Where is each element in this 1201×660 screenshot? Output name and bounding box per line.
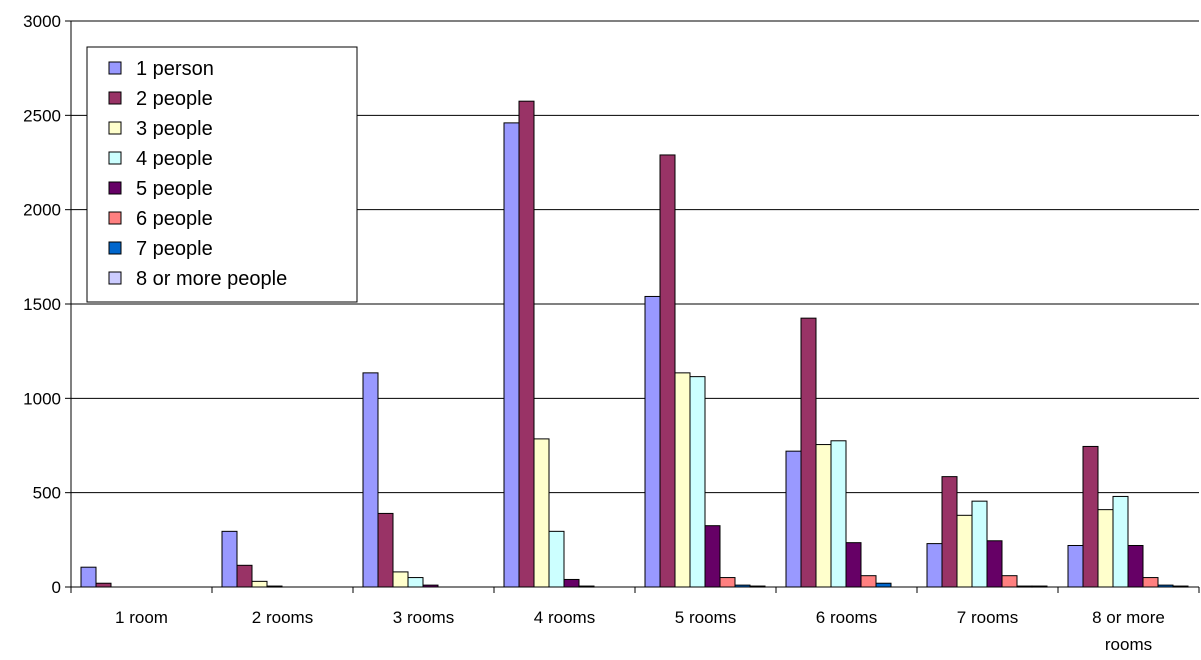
legend-label: 1 person — [136, 58, 214, 80]
legend-swatch — [108, 61, 122, 75]
bar-4-6 — [830, 440, 847, 588]
bar-4-4 — [548, 530, 565, 588]
legend: 1 person 2 people 3 people 4 people 5 people… — [86, 46, 358, 303]
axes — [65, 20, 1200, 593]
y-tick-label: 1000 — [23, 389, 61, 408]
x-tick-label: 2 rooms — [252, 608, 313, 627]
bar-6-6 — [860, 575, 877, 588]
bar-4-7 — [971, 500, 988, 588]
legend-swatch — [108, 121, 122, 135]
bar-7-6 — [875, 582, 892, 588]
bar-1-5 — [644, 295, 661, 588]
legend-swatch — [108, 181, 122, 195]
x-tick-label: 6 rooms — [816, 608, 877, 627]
bar-1-3 — [362, 372, 379, 588]
x-tick-labels: 1 room 2 rooms 3 rooms 4 rooms 5 rooms 6 room… — [115, 608, 1165, 654]
bar-2-4 — [518, 100, 535, 588]
bar-3-8 — [1097, 509, 1114, 588]
bar-5-6 — [845, 542, 862, 588]
bar-4-8 — [1112, 495, 1129, 588]
bar-1-7 — [926, 543, 943, 588]
x-tick-label: 8 or more — [1092, 608, 1165, 627]
y-tick-label: 0 — [52, 578, 61, 597]
y-tick-labels: 0 500 1000 1500 2000 2500 3000 — [23, 12, 61, 597]
legend-label: 8 or more people — [136, 268, 287, 290]
y-tick-label: 3000 — [23, 12, 61, 31]
bar-2-7 — [941, 476, 958, 588]
bar-3-3 — [392, 571, 409, 588]
legend-box — [86, 46, 358, 303]
legend-label: 2 people — [136, 88, 213, 110]
bar-5-8 — [1127, 544, 1144, 588]
bar-2-3 — [377, 512, 394, 588]
x-tick-label: 3 rooms — [393, 608, 454, 627]
legend-swatch — [108, 271, 122, 285]
bar-6-7 — [1001, 575, 1018, 588]
bar-1-4 — [503, 122, 520, 588]
legend-swatch — [108, 241, 122, 255]
bar-3-7 — [956, 514, 973, 588]
bar-2-6 — [800, 317, 817, 588]
bar-1-2 — [221, 530, 238, 588]
legend-swatch — [108, 211, 122, 225]
x-tick-label: 7 rooms — [957, 608, 1018, 627]
y-tick-label: 1500 — [23, 295, 61, 314]
bar-6-8 — [1142, 577, 1159, 588]
bar-2-5 — [659, 154, 676, 588]
bar-1-6 — [785, 450, 802, 588]
x-tick-label: 4 rooms — [534, 608, 595, 627]
bar-4-3 — [407, 577, 424, 588]
x-tick-label: rooms — [1105, 635, 1152, 654]
legend-label: 7 people — [136, 238, 213, 260]
bar-1-8 — [1067, 544, 1084, 588]
x-tick-label: 5 rooms — [675, 608, 736, 627]
bar-5-7 — [986, 540, 1003, 588]
bar-6-5 — [719, 577, 736, 588]
bar-2-2 — [236, 564, 253, 588]
legend-label: 6 people — [136, 208, 213, 230]
bar-4-5 — [689, 376, 706, 588]
legend-label: 4 people — [136, 148, 213, 170]
bar-3-2 — [251, 580, 268, 588]
x-tick-label: 1 room — [115, 608, 168, 627]
bar-2-8 — [1082, 445, 1099, 588]
bar-3-6 — [815, 444, 832, 588]
y-tick-label: 2000 — [23, 201, 61, 220]
bar-1-1 — [80, 566, 97, 588]
y-tick-label: 2500 — [23, 106, 61, 125]
legend-label: 5 people — [136, 178, 213, 200]
bar-2-1 — [95, 582, 112, 588]
bar-3-5 — [674, 372, 691, 588]
bar-5-4 — [563, 578, 580, 588]
legend-label: 3 people — [136, 118, 213, 140]
y-tick-label: 500 — [33, 484, 61, 503]
legend-swatch — [108, 151, 122, 165]
bar-3-4 — [533, 438, 550, 588]
bar-5-5 — [704, 525, 721, 588]
legend-swatch — [108, 91, 122, 105]
